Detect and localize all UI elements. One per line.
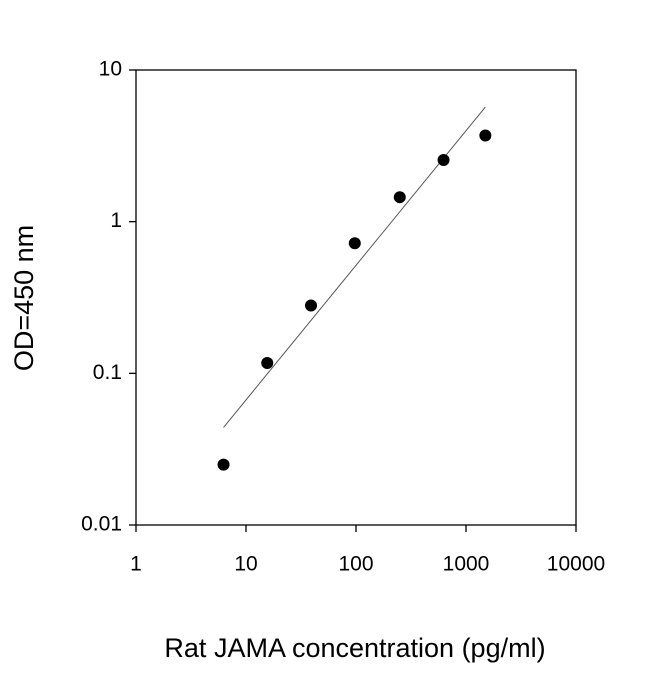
- data-point: [393, 191, 406, 204]
- x-tick-label: 100: [338, 553, 373, 576]
- x-tick-label: 1000: [443, 553, 490, 576]
- data-point: [305, 299, 318, 312]
- y-tick-label: 0.1: [93, 361, 122, 384]
- data-point: [479, 129, 492, 142]
- x-axis-label: Rat JAMA concentration (pg/ml): [164, 633, 545, 663]
- plot-frame: [135, 69, 577, 526]
- data-point: [348, 237, 361, 250]
- y-axis-label: OD=450 nm: [9, 225, 39, 371]
- x-tick-label: 10: [234, 553, 257, 576]
- data-point: [437, 154, 450, 167]
- y-tick-label: 0.01: [81, 513, 122, 536]
- y-tick-label: 1: [110, 209, 122, 232]
- data-point: [261, 356, 274, 369]
- x-tick-label: 10000: [547, 553, 605, 576]
- y-tick-label: 10: [99, 58, 122, 81]
- x-tick-label: 1: [130, 553, 142, 576]
- data-point: [217, 458, 230, 471]
